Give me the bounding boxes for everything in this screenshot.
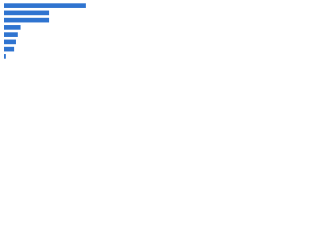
page: {"chart_data": {"type": "bar", "orientat… bbox=[0, 0, 100, 71]
bar bbox=[4, 46, 15, 52]
bar bbox=[4, 25, 21, 30]
bar bbox=[4, 32, 18, 37]
bar bbox=[4, 54, 6, 59]
bar bbox=[4, 17, 50, 23]
bar bbox=[4, 10, 50, 16]
chart bbox=[4, 3, 86, 59]
bar bbox=[4, 3, 86, 8]
bar bbox=[4, 39, 16, 45]
